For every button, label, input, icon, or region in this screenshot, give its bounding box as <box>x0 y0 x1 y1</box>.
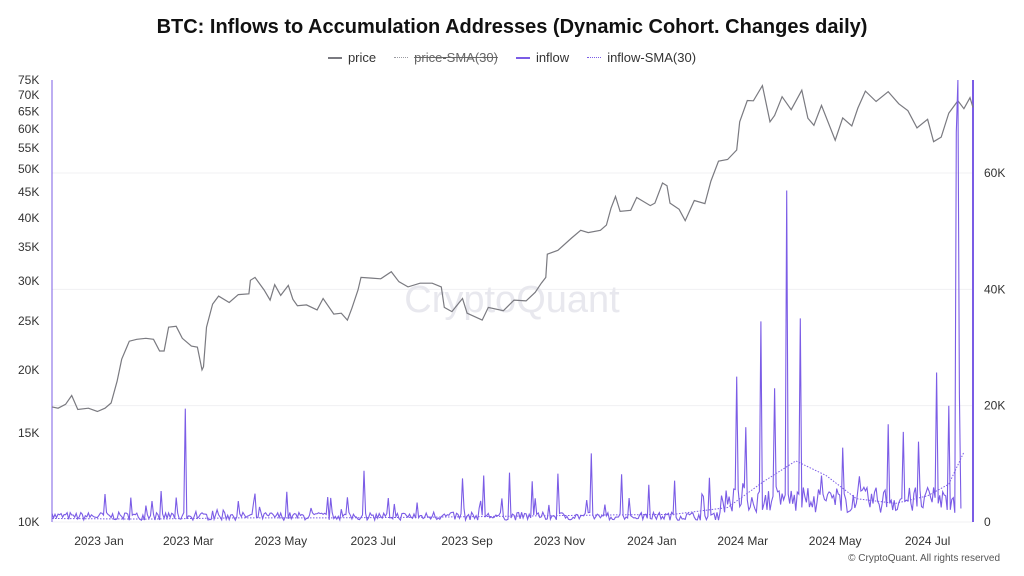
y-left-tick-label: 20K <box>18 363 39 377</box>
legend-label-inflow-sma: inflow-SMA(30) <box>607 50 697 65</box>
tick-labels: 10K 15K 20K 25K 30K 35K 40K 45K 50K 55K 60K 65K 70K7… <box>18 73 1005 548</box>
legend-swatch-price <box>327 56 342 59</box>
legend-swatch-inflow <box>515 56 530 59</box>
y-left-tick-label: 55K <box>18 141 39 155</box>
y-left-tick-label: 75K <box>18 73 39 87</box>
series-layer <box>51 79 974 523</box>
x-tick-label: 2023 May <box>254 534 307 548</box>
y-left-tick-label: 65K <box>18 104 39 118</box>
legend-item-price[interactable]: price <box>327 50 377 65</box>
y-left-tick-label: 60K <box>18 122 39 136</box>
y-left-tick-label: 30K <box>18 274 39 288</box>
x-tick-label: 2023 Nov <box>534 534 585 548</box>
x-tick-label: 2023 Jan <box>74 534 123 548</box>
y-right-tick-label: 20K <box>984 399 1005 413</box>
grid-lines <box>52 172 973 523</box>
x-tick-label: 2024 Mar <box>717 534 768 548</box>
legend-label-price-sma: price-SMA(30) <box>414 50 498 65</box>
legend-item-inflow-sma[interactable]: inflow-SMA(30) <box>587 50 696 65</box>
y-right-tick-label: 60K <box>984 166 1005 180</box>
legend-label-inflow: inflow <box>535 50 570 65</box>
axes <box>51 80 974 522</box>
legend-swatch-inflow-sma <box>587 57 602 58</box>
x-tick-label: 2024 Jan <box>627 534 676 548</box>
x-tick-label: 2023 Mar <box>163 534 214 548</box>
series-line-inflow-sma-30- <box>51 451 965 520</box>
chart-title: BTC: Inflows to Accumulation Addresses (… <box>156 16 868 38</box>
legend-item-inflow[interactable]: inflow <box>515 50 570 65</box>
chart-legend: price price-SMA(30) inflow inflow-SMA(30… <box>0 50 1024 65</box>
y-left-tick-label: 70K <box>18 88 39 102</box>
x-tick-label: 2024 May <box>809 534 862 548</box>
y-left-tick-label: 10K <box>18 515 39 529</box>
legend-swatch-price-sma <box>394 57 409 58</box>
y-left-tick-label: 15K <box>18 426 39 440</box>
x-tick-label: 2023 Sep <box>441 534 493 548</box>
y-right-tick-label: 40K <box>984 282 1005 296</box>
y-left-tick-label: 45K <box>18 185 39 199</box>
y-left-tick-label: 50K <box>18 162 39 176</box>
y-right-tick-label: 0 <box>984 515 991 529</box>
y-left-tick-label: 25K <box>18 314 39 328</box>
series-line-inflow <box>51 79 962 523</box>
legend-label-price: price <box>347 50 377 65</box>
legend-item-price-sma[interactable]: price-SMA(30) <box>394 50 498 65</box>
x-tick-label: 2023 Jul <box>350 534 395 548</box>
copyright-text: © CryptoQuant. All rights reserved <box>848 553 1000 564</box>
y-left-tick-label: 40K <box>18 211 39 225</box>
y-left-tick-label: 35K <box>18 240 39 254</box>
series-line-price <box>51 83 974 413</box>
x-tick-label: 2024 Jul <box>905 534 950 548</box>
